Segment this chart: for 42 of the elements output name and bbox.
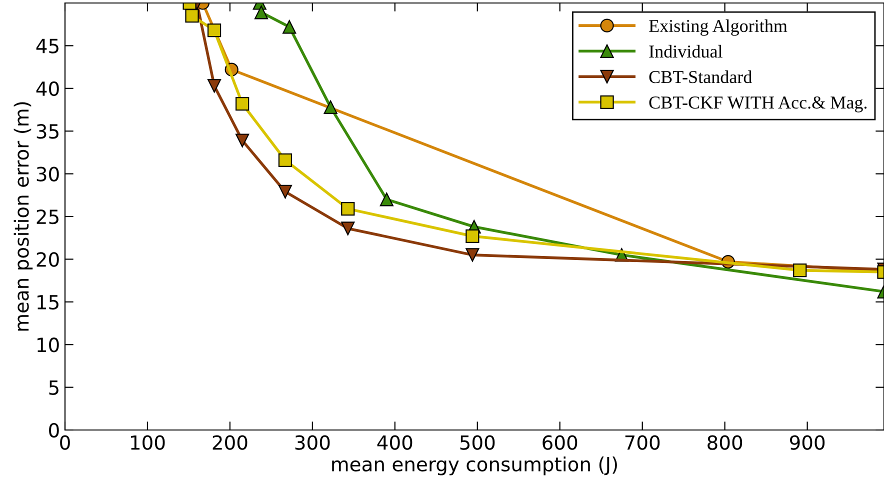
legend-label: Individual (649, 44, 722, 58)
point (254, 6, 268, 20)
point (185, 9, 199, 23)
x-tick-label: 600 (542, 435, 578, 450)
y-axis-title: mean position error (m) (14, 102, 33, 331)
x-tick-label: 300 (295, 435, 330, 450)
y-tick-label: 0 (49, 422, 59, 438)
point (380, 192, 394, 206)
point (324, 100, 338, 114)
x-tick-label: 400 (377, 435, 412, 450)
x-tick-label: 900 (790, 435, 825, 450)
x-tick-label: 0 (60, 435, 70, 450)
legend-label: CBT-CKF WITH Acc.& Mag. (649, 96, 867, 112)
y-tick-label: 30 (36, 166, 59, 182)
x-tick-label: 100 (131, 435, 165, 450)
y-tick-label: 45 (36, 38, 58, 54)
point (278, 184, 292, 199)
x-tick-label: 200 (212, 435, 248, 450)
x-axis-title: mean energy consumption (J) (332, 456, 617, 476)
x-tick-label: 700 (625, 435, 660, 450)
y-tick-label: 10 (38, 338, 59, 352)
legend-label: CBT-Standard (649, 70, 752, 84)
y-tick-label: 25 (36, 209, 58, 224)
point (341, 222, 355, 236)
point (207, 24, 222, 38)
y-tick-label: 40 (36, 81, 59, 96)
y-tick-label: 35 (36, 124, 58, 139)
point (466, 248, 480, 262)
point (282, 20, 296, 34)
point (793, 263, 807, 278)
point (466, 229, 480, 243)
point (278, 153, 292, 167)
point (341, 202, 355, 216)
point (236, 96, 250, 111)
x-tick-label: 800 (708, 435, 742, 450)
point (236, 134, 250, 148)
legend-label: Existing Algorithm (649, 19, 788, 36)
point (207, 79, 222, 93)
y-tick-label: 5 (49, 380, 58, 395)
y-tick-label: 20 (36, 252, 59, 267)
y-tick-label: 15 (38, 295, 58, 310)
x-tick-label: 500 (460, 435, 495, 450)
